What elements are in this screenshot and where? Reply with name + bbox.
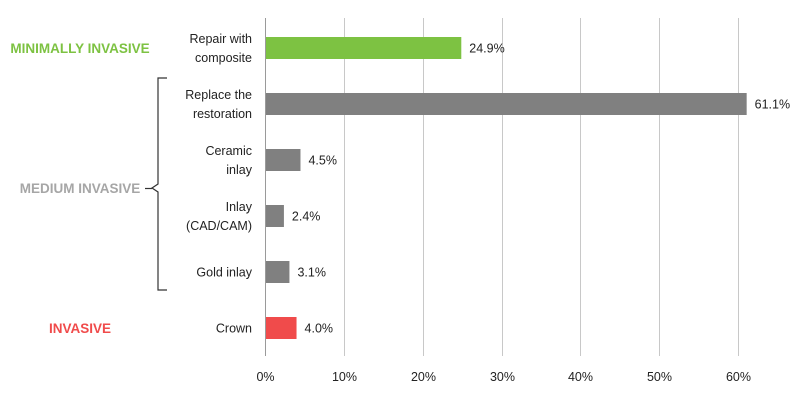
x-tick-label: 50%	[647, 370, 672, 384]
bar	[266, 149, 301, 171]
x-tick-label: 60%	[726, 370, 751, 384]
labels: 0% 10% 20% 30% 40% 50% 60% 24.9% Repair with comp…	[185, 32, 790, 384]
bar	[266, 205, 284, 227]
category-label: Ceramic inlay	[205, 144, 252, 177]
x-tick-label: 0%	[256, 370, 274, 384]
group-label: MINIMALLY INVASIVE	[10, 41, 149, 56]
bars	[266, 37, 747, 339]
data-label: 24.9%	[469, 42, 504, 56]
group-label: MEDIUM INVASIVE	[20, 181, 141, 196]
bar	[266, 37, 462, 59]
data-label: 3.1%	[297, 266, 326, 280]
category-label: Gold inlay	[196, 266, 252, 280]
data-label: 4.0%	[305, 322, 334, 336]
category-label: Repair with composite	[189, 32, 252, 65]
data-label: 61.1%	[755, 98, 790, 112]
category-label: Crown	[216, 322, 252, 336]
bar	[266, 93, 747, 115]
group-annotations: MINIMALLY INVASIVE MEDIUM INVASIVE INVASIV…	[10, 41, 167, 336]
x-tick-label: 30%	[490, 370, 515, 384]
data-label: 2.4%	[292, 210, 321, 224]
category-label: Replace the restoration	[185, 88, 252, 121]
gridlines	[265, 18, 739, 356]
group-label: INVASIVE	[49, 321, 111, 336]
x-tick-label: 20%	[411, 370, 436, 384]
group-bracket	[150, 77, 167, 291]
category-label: Inlay (CAD/CAM)	[186, 200, 253, 233]
x-tick-label: 40%	[568, 370, 593, 384]
bar	[266, 317, 297, 339]
bar	[266, 261, 290, 283]
x-tick-label: 10%	[332, 370, 357, 384]
data-label: 4.5%	[308, 154, 337, 168]
